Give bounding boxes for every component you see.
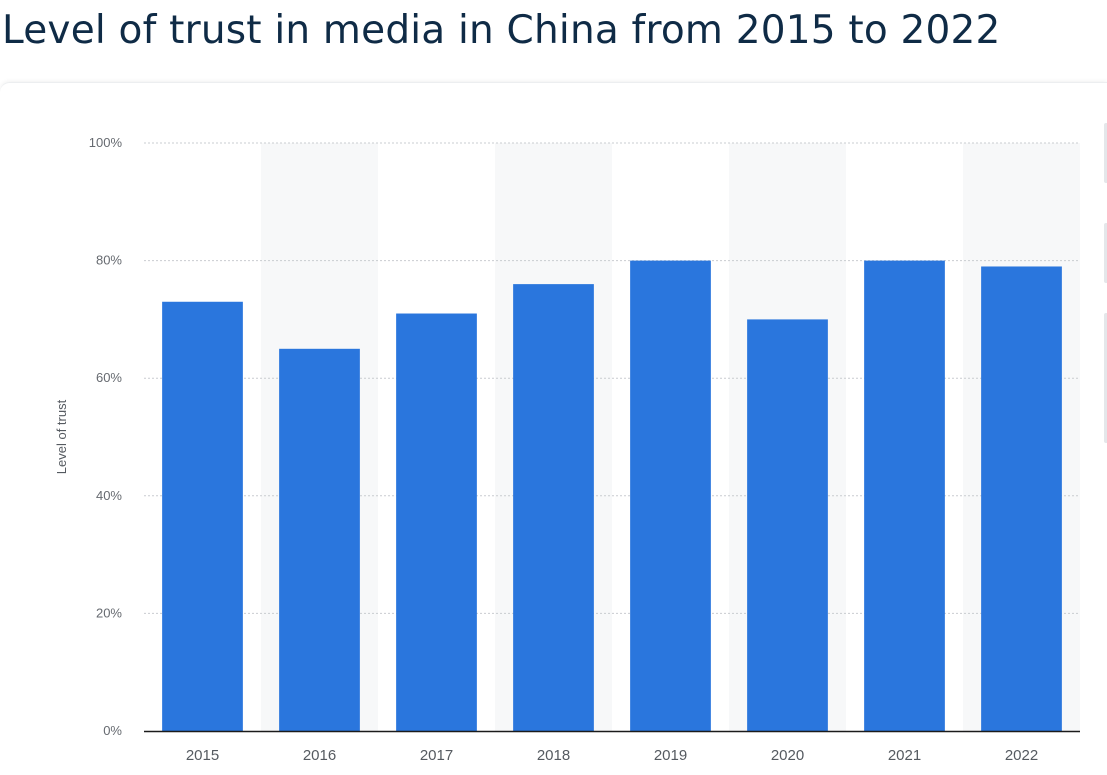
- y-axis-ticks: 0% 20% 40% 60% 80% 100%: [89, 135, 123, 738]
- y-tick-label: 20%: [96, 605, 122, 620]
- page-title: Level of trust in media in China from 20…: [2, 8, 1001, 53]
- x-tick-label: 2020: [771, 747, 804, 764]
- y-axis-label: Level of trust: [54, 399, 69, 474]
- bar-2019[interactable]: [630, 260, 711, 731]
- side-tab[interactable]: [1104, 313, 1107, 443]
- x-tick-label: 2017: [420, 747, 453, 764]
- bar-2022[interactable]: [981, 266, 1062, 731]
- x-tick-label: 2022: [1005, 747, 1038, 764]
- bar-2016[interactable]: [279, 348, 360, 731]
- y-tick-label: 80%: [96, 253, 122, 268]
- x-tick-label: 2021: [888, 747, 921, 764]
- y-tick-label: 0%: [103, 723, 122, 738]
- x-tick-label: 2016: [303, 747, 336, 764]
- y-tick-label: 100%: [89, 135, 123, 150]
- y-tick-label: 60%: [96, 370, 122, 385]
- bar-2017[interactable]: [396, 313, 477, 731]
- x-tick-label: 2018: [537, 747, 570, 764]
- x-axis-ticks: 2015 2016 2017 2018 2019 2020 2021 2022: [186, 747, 1038, 764]
- bar-2020[interactable]: [747, 319, 828, 731]
- bars: [162, 260, 1062, 731]
- x-tick-label: 2015: [186, 747, 219, 764]
- x-tick-label: 2019: [654, 747, 687, 764]
- bar-2015[interactable]: [162, 301, 243, 731]
- y-tick-label: 40%: [96, 488, 122, 503]
- bar-2018[interactable]: [513, 284, 594, 731]
- bar-2021[interactable]: [864, 260, 945, 731]
- side-tab[interactable]: [1104, 123, 1107, 183]
- side-tab[interactable]: [1104, 223, 1107, 283]
